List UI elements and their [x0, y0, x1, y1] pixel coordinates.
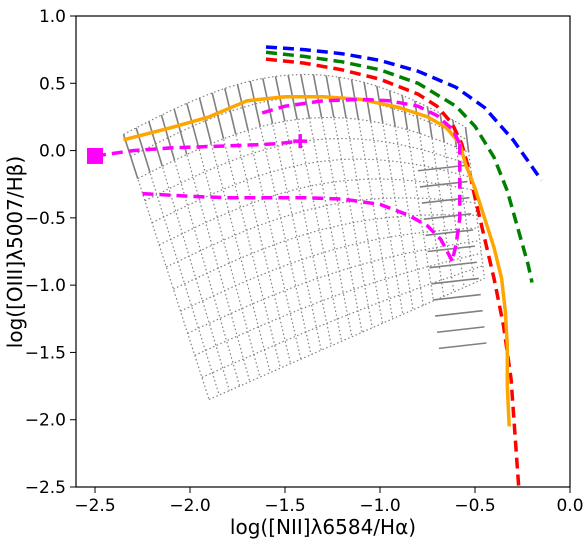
grid-track [427, 245, 476, 253]
y-tick-label: −1.5 [25, 343, 66, 363]
y-tick-label: −0.5 [25, 209, 66, 229]
curve-5 [94, 139, 301, 158]
grid-line [144, 137, 471, 202]
grid-track [148, 121, 164, 167]
grid-track [236, 84, 249, 131]
grid-track [417, 164, 466, 172]
grid-line [376, 86, 414, 310]
curve-3 [265, 57, 521, 487]
curve-6 [142, 191, 454, 262]
grid-track [211, 92, 225, 139]
grid-line [194, 252, 482, 356]
x-tick-label: 0.0 [556, 496, 583, 516]
markers [87, 134, 308, 164]
grid-line [137, 116, 469, 180]
grid-track [122, 134, 139, 179]
grid-track [423, 213, 472, 220]
grid-line [224, 88, 292, 364]
grid-line [173, 108, 251, 382]
curves [94, 45, 543, 487]
grid-line [236, 84, 302, 360]
y-tick-label: −1.0 [25, 276, 66, 296]
curve-8 [450, 143, 462, 262]
grid-line [249, 80, 312, 355]
curve-2 [265, 50, 534, 283]
grid-track [439, 113, 445, 143]
grid-track [388, 90, 396, 127]
grid-track [160, 114, 176, 161]
y-tick-label: 0.0 [39, 142, 66, 162]
curve-7 [261, 97, 462, 145]
grid-track [438, 342, 487, 350]
grid-track [436, 326, 485, 334]
y-tick-label: −2.0 [25, 411, 66, 431]
grid-line [300, 74, 353, 337]
grid-line [123, 73, 466, 135]
y-tick-label: 1.0 [39, 7, 66, 27]
x-tick-label: −0.5 [454, 496, 495, 516]
grid-track [198, 97, 213, 144]
model-grid [122, 73, 487, 401]
grid-line [160, 114, 241, 387]
grid-line [388, 90, 424, 306]
x-axis-label: log([NII]λ6584/Hα) [230, 515, 416, 539]
square-marker [87, 147, 103, 164]
grid-track [435, 309, 483, 317]
grid-track [426, 106, 433, 138]
x-tick-label: −2.0 [169, 496, 210, 516]
plus-marker [293, 134, 308, 149]
y-axis-label: log([OIII]λ5007/Hβ) [3, 156, 27, 348]
grid-line [180, 227, 479, 312]
grid-line [338, 76, 384, 324]
grid-track [429, 261, 477, 269]
grid-track [186, 103, 200, 150]
grid-line [151, 158, 472, 224]
grid-track [262, 78, 274, 124]
grid-line [187, 240, 480, 334]
x-tick-label: −2.5 [74, 496, 115, 516]
grid-line [198, 97, 271, 373]
grid-track [464, 126, 470, 153]
x-tick-label: −1.5 [264, 496, 305, 516]
grid-track [421, 196, 470, 204]
grid-line [186, 103, 261, 378]
grid-line [350, 79, 394, 319]
grid-track [425, 229, 474, 237]
grid-track [249, 80, 262, 127]
grid-line [211, 92, 281, 369]
grid-line [122, 134, 210, 400]
grid-track [433, 293, 481, 301]
curve-4 [123, 94, 511, 427]
grid-track [431, 277, 479, 285]
plot-frame [75, 15, 571, 488]
y-tick-label: 0.5 [39, 74, 66, 94]
grid-track [224, 88, 237, 135]
grid-line [158, 178, 474, 246]
y-tick-label: −2.5 [25, 478, 66, 498]
grid-line [201, 265, 484, 378]
grid-line [166, 197, 476, 268]
grid-line [148, 121, 230, 391]
axis-ticks: −2.5 −2.0 −1.5 −1.0 −0.5 0.0 1.0 0.5 0.0 −0.5 −1.0… [25, 7, 584, 516]
x-tick-label: −1.0 [359, 496, 400, 516]
curve-1 [265, 45, 543, 182]
grid-line [439, 113, 465, 288]
grid-line [135, 127, 220, 396]
grid-line [274, 76, 332, 346]
grid-track [401, 95, 409, 130]
grid-line [401, 95, 435, 301]
grid-line [452, 119, 475, 283]
